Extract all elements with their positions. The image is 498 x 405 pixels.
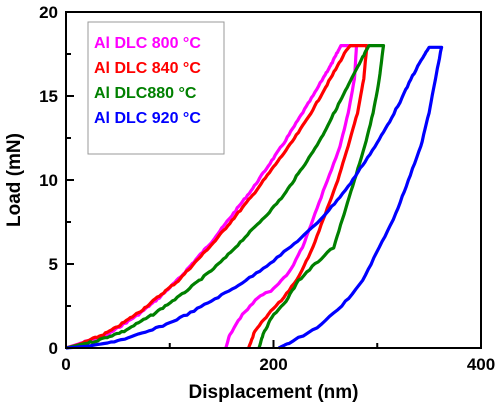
y-axis-title: Load (mN) (4, 133, 25, 227)
legend: Al DLC 800 °C Al DLC 840 °C Al DLC880 °C… (87, 21, 225, 155)
x-tick-label: 400 (467, 355, 495, 374)
legend-label-800: Al DLC 800 °C (94, 35, 201, 52)
legend-label-840: Al DLC 840 °C (94, 60, 201, 77)
y-tick-label: 10 (39, 171, 58, 190)
x-axis-title: Displacement (nm) (189, 382, 359, 403)
y-tick-label: 20 (39, 3, 58, 22)
legend-box (87, 21, 225, 155)
x-tick-label: 0 (61, 355, 70, 374)
x-tick-label: 200 (259, 355, 287, 374)
legend-label-920: Al DLC 920 °C (94, 110, 201, 127)
y-tick-label: 0 (49, 339, 58, 358)
y-tick-label: 15 (39, 87, 58, 106)
legend-label-880: Al DLC880 °C (94, 85, 197, 102)
series-line-2 (65, 44, 386, 350)
series-layer (65, 44, 444, 350)
y-tick-label: 5 (49, 255, 58, 274)
ticks-layer: 0 200 400 0 5 10 15 20 (39, 3, 495, 374)
series-line-3 (65, 45, 444, 350)
